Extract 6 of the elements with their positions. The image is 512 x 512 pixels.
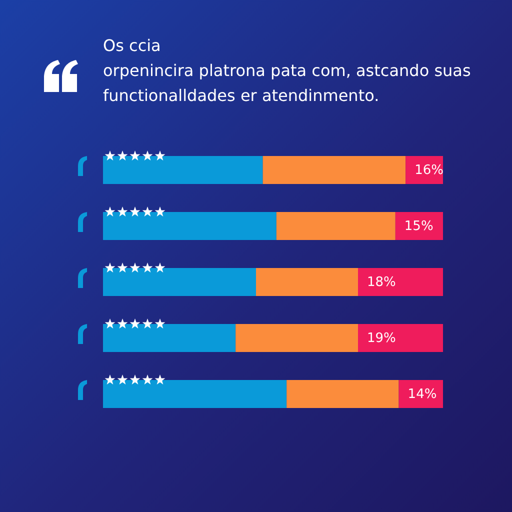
annotation: 19% [367,331,396,346]
annotation: 15% [404,219,434,234]
annotation: 14% [408,387,437,402]
annotation: 18% [367,275,396,290]
annotation: 16% [414,163,444,178]
chart-title: Os ccia orpenincira platrona pata com, astcando suas functionalldades er atendinmento. [103,36,471,105]
